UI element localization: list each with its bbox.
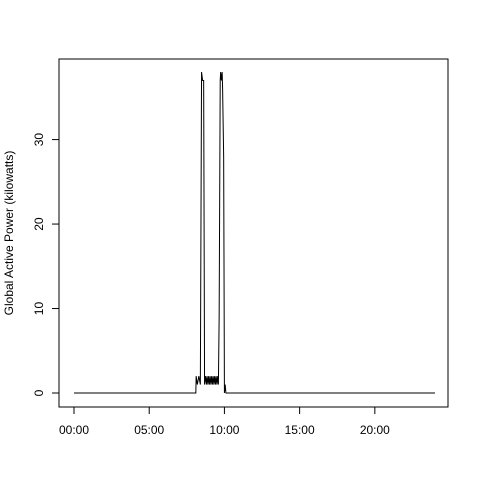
y-tick-label: 0 bbox=[32, 389, 46, 396]
x-tick-label: 15:00 bbox=[285, 423, 315, 437]
x-tick-label: 05:00 bbox=[134, 423, 164, 437]
series-line bbox=[74, 71, 435, 394]
y-axis: 0 10 20 30 bbox=[32, 133, 60, 396]
x-axis: 00:00 05:00 10:00 15:00 20:00 bbox=[59, 406, 390, 437]
x-tick-label: 10:00 bbox=[209, 423, 239, 437]
series-layer bbox=[74, 71, 435, 394]
y-tick-label: 20 bbox=[32, 217, 46, 231]
y-tick-label: 30 bbox=[32, 133, 46, 147]
y-tick-label: 10 bbox=[32, 302, 46, 316]
x-tick-label: 00:00 bbox=[59, 423, 89, 437]
x-tick-label: 20:00 bbox=[360, 423, 390, 437]
y-axis-label: Global Active Power (kilowatts) bbox=[2, 151, 16, 316]
